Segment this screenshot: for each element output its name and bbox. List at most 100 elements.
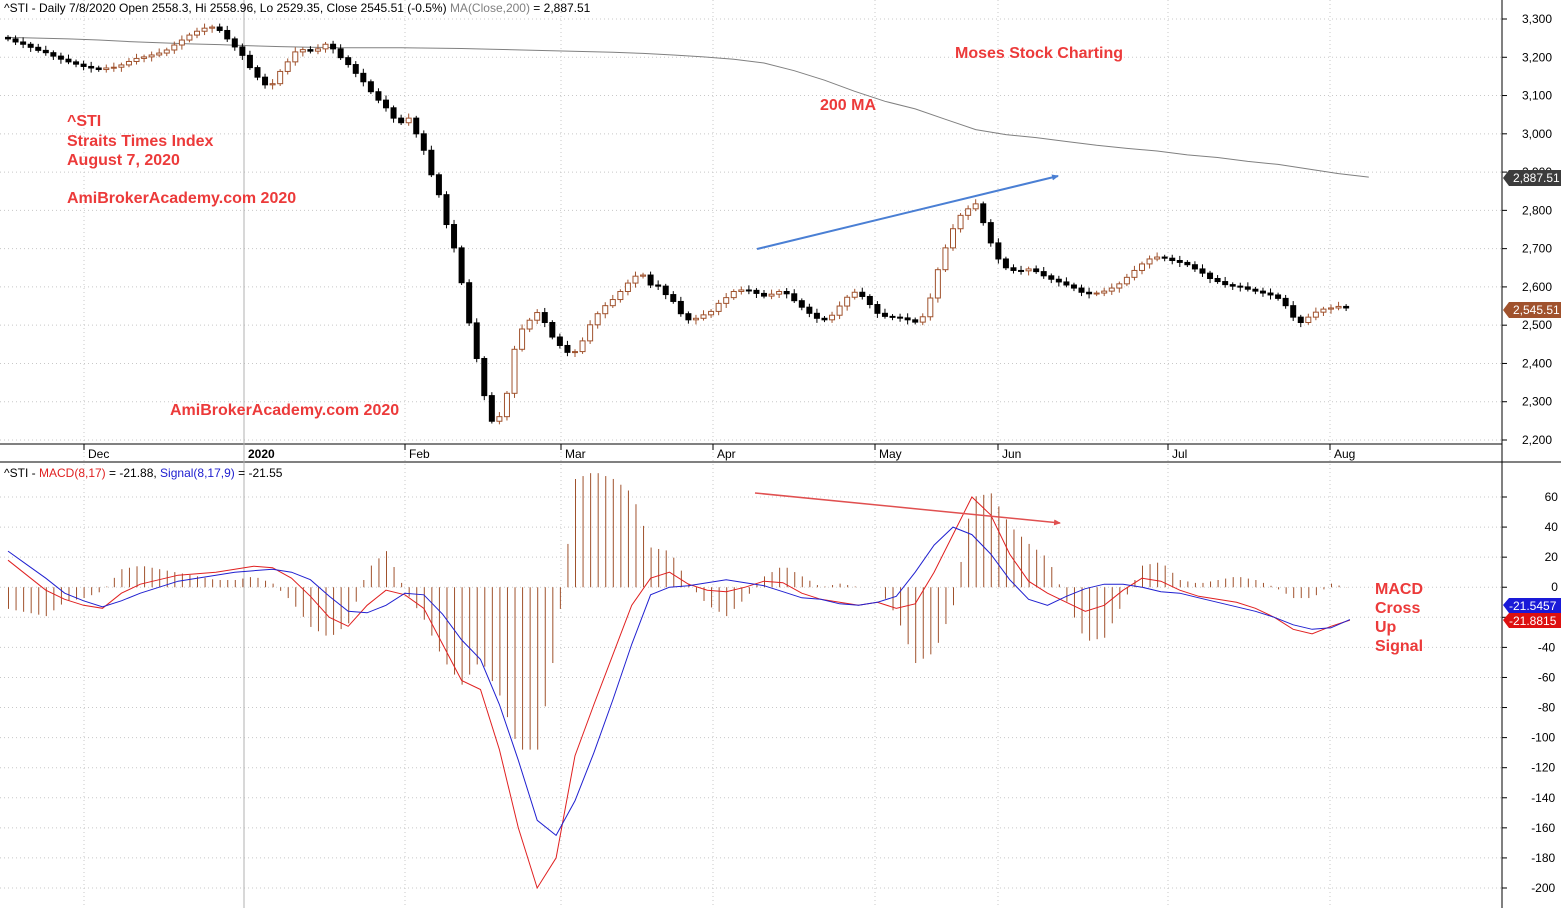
macd-tick-label: -60 — [1538, 670, 1556, 684]
upper-header-ma-label: MA(Close,200) — [450, 1, 530, 15]
candle-body — [700, 314, 707, 319]
signal-value-tag-text: -21.5457 — [1509, 599, 1557, 613]
candle-body — [1018, 269, 1025, 272]
candle-body — [458, 247, 465, 284]
macd-tick-label: 40 — [1545, 520, 1559, 534]
candle-body — [723, 297, 730, 304]
candle-body — [572, 351, 578, 354]
signal-value-tag: -21.5457 — [1503, 598, 1561, 613]
candle-body — [768, 293, 775, 297]
candle-body — [201, 27, 208, 32]
candle-body — [776, 291, 783, 295]
candle-body — [330, 43, 337, 50]
date-tick-label: Feb — [409, 447, 430, 461]
candle-body — [125, 60, 132, 66]
macd-tick-label: -160 — [1531, 821, 1555, 835]
candle-body — [473, 322, 480, 359]
candle-body — [1146, 258, 1153, 265]
candle-body — [269, 83, 276, 86]
lower-header-macd-value: = -21.88, — [106, 466, 160, 480]
candle-body — [927, 297, 934, 318]
candle-body — [1055, 278, 1062, 283]
candle-body — [1070, 284, 1077, 289]
candle-body — [35, 46, 42, 51]
ma-value-tag-text: 2,887.51 — [1513, 171, 1560, 185]
candle-body — [186, 34, 193, 41]
candle-body — [640, 274, 647, 277]
candle-body — [715, 302, 722, 312]
candle-body — [216, 26, 223, 31]
candle-body — [194, 30, 200, 36]
candle-body — [451, 224, 458, 249]
candle-body — [345, 57, 352, 66]
candle-body — [1207, 272, 1214, 279]
annotation-index-name: Straits Times Index — [67, 133, 214, 150]
candle-body — [692, 317, 699, 321]
candle-body — [942, 247, 949, 271]
candle-body — [1010, 267, 1017, 271]
candle-body — [1002, 258, 1009, 269]
candle-body — [1176, 260, 1183, 263]
candle-body — [1282, 297, 1289, 307]
candle-body — [829, 314, 836, 321]
candle-body — [1123, 276, 1130, 285]
candle-body — [488, 395, 495, 422]
date-tick-label: Jun — [1002, 447, 1021, 461]
candle-body — [80, 63, 87, 67]
candle-body — [156, 52, 163, 56]
upper-header: ^STI - Daily 7/8/2020 Open 2558.3, Hi 25… — [4, 1, 591, 15]
candle-body — [398, 117, 405, 124]
price-tick-label: 2,600 — [1522, 280, 1552, 294]
candle-body — [798, 300, 805, 308]
candle-body — [866, 295, 873, 306]
candle-body — [1191, 264, 1198, 270]
candle-body — [133, 57, 140, 62]
macd-tick-label: -140 — [1531, 791, 1555, 805]
candle-body — [1025, 268, 1032, 272]
candle-body — [360, 72, 367, 83]
candle-body — [383, 99, 389, 109]
candle-body — [995, 242, 1002, 260]
price-tick-label: 3,100 — [1522, 89, 1552, 103]
candle-body — [889, 315, 896, 318]
candle-body — [1275, 294, 1282, 299]
date-tick-label: May — [879, 447, 902, 461]
candle-body — [1214, 277, 1221, 283]
candle-body — [881, 312, 888, 317]
price-tick-label: 2,400 — [1522, 356, 1552, 370]
candle-body — [957, 214, 964, 230]
candle-body — [50, 52, 57, 57]
candle-body — [783, 291, 790, 295]
price-tick-label: 2,500 — [1522, 318, 1552, 332]
candle-body — [390, 107, 397, 119]
candle-body — [322, 43, 329, 50]
candle-body — [1131, 269, 1138, 278]
candle-body — [1033, 268, 1040, 273]
annotation-site-top: AmiBrokerAcademy.com 2020 — [67, 190, 296, 207]
candle-body — [1184, 261, 1191, 266]
macd-value-tag-text: -21.8815 — [1509, 614, 1557, 628]
candle-body — [874, 304, 881, 314]
price-tick-label: 2,300 — [1522, 395, 1552, 409]
candle-body — [587, 324, 594, 342]
candle-body — [549, 322, 556, 338]
macd-tick-label: -200 — [1531, 881, 1555, 895]
candle-body — [624, 282, 631, 293]
annotation-macd-line4: Signal — [1375, 638, 1423, 655]
candle-body — [1199, 268, 1206, 274]
candlestick-series — [5, 23, 1350, 425]
macd-divergence-arrow — [754, 492, 1061, 526]
candle-body — [413, 117, 420, 135]
price-axis: 2,2002,3002,4002,5002,6002,7002,8002,900… — [1502, 12, 1552, 447]
candle-body — [526, 319, 533, 330]
candle-body — [277, 70, 284, 85]
close-value-tag-text: 2,545.51 — [1513, 303, 1560, 317]
candle-body — [972, 203, 979, 210]
candle-body — [209, 26, 216, 29]
candle-body — [1267, 292, 1274, 296]
candle-body — [541, 312, 548, 324]
candle-body — [1048, 275, 1055, 280]
candle-body — [919, 316, 926, 323]
macd-tick-label: -80 — [1538, 701, 1556, 715]
